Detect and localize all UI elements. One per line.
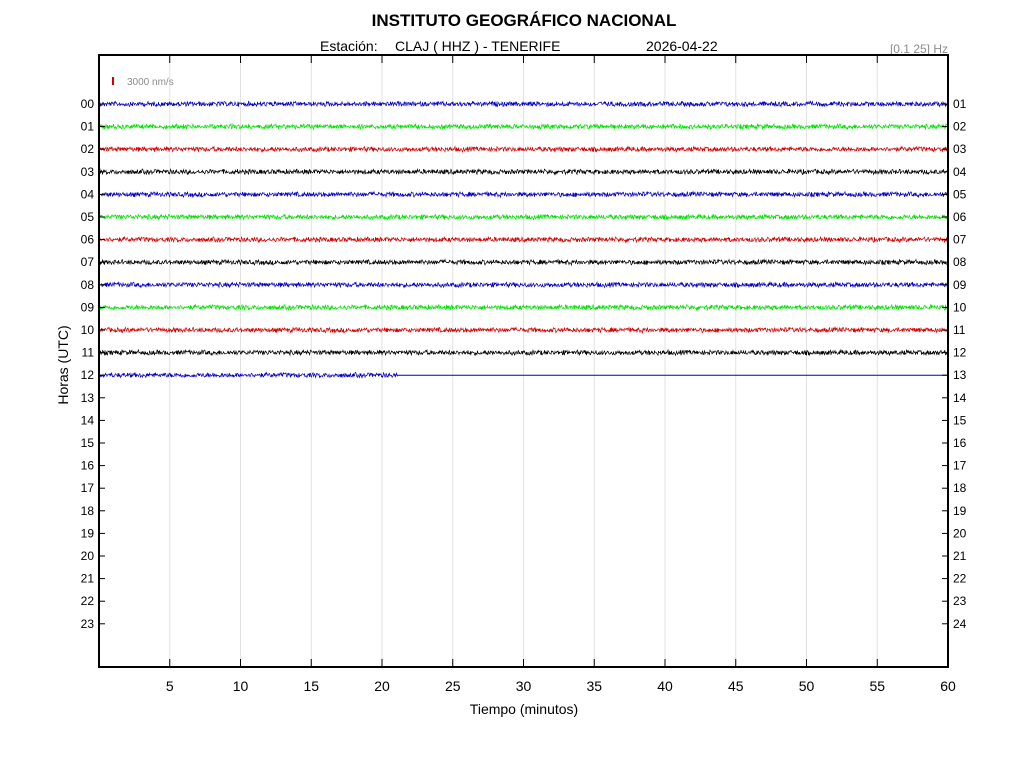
- seismic-trace-01: [98, 122, 949, 131]
- y-tick-label-left: 22: [81, 594, 95, 608]
- seismic-trace-09: [98, 303, 949, 312]
- y-tick-label-left: 09: [81, 300, 95, 314]
- y-tick-label-right: 05: [953, 187, 967, 201]
- y-tick-label-right: 12: [953, 346, 967, 360]
- y-tick-label-left: 17: [81, 481, 95, 495]
- x-tick-label: 5: [166, 678, 174, 694]
- x-tick-label: 60: [940, 678, 956, 694]
- seismic-trace-08: [98, 280, 949, 289]
- y-tick-label-right: 08: [953, 255, 967, 269]
- y-tick-label-right: 17: [953, 459, 967, 473]
- x-tick-label: 20: [374, 678, 390, 694]
- y-tick-label-right: 23: [953, 594, 967, 608]
- seismic-trace-02: [98, 145, 949, 153]
- y-tick-label-left: 21: [81, 572, 95, 586]
- axis-ticks: 5 10 15 20 25 30 35 40 45 50 55 60 00 01 02 03 04 05 06 07 0…: [81, 55, 967, 694]
- y-tick-label-left: 16: [81, 459, 95, 473]
- seismic-trace-12: [98, 371, 398, 379]
- y-tick-label-left: 03: [81, 165, 95, 179]
- y-tick-label-left: 01: [81, 120, 95, 134]
- y-tick-label-left: 19: [81, 526, 95, 540]
- seismic-trace-10: [98, 325, 949, 335]
- scale-label: 3000 nm/s: [127, 77, 174, 88]
- y-tick-label-right: 03: [953, 142, 967, 156]
- date-label: 2026-04-22: [646, 38, 718, 54]
- y-tick-label-left: 13: [81, 391, 95, 405]
- y-tick-label-left: 04: [81, 187, 95, 201]
- seismic-trace-00: [98, 100, 949, 108]
- x-tick-label: 40: [657, 678, 673, 694]
- y-tick-label-left: 11: [82, 346, 95, 360]
- station-label: CLAJ ( HHZ ) - TENERIFE: [395, 38, 560, 54]
- x-tick-label: 55: [869, 678, 885, 694]
- y-tick-label-left: 00: [81, 97, 95, 111]
- y-tick-label-right: 13: [953, 368, 967, 382]
- trace-layer: [98, 100, 949, 379]
- y-tick-label-left: 10: [81, 323, 95, 337]
- x-tick-label: 15: [303, 678, 319, 694]
- y-tick-label-right: 20: [953, 526, 967, 540]
- seismic-trace-04: [98, 190, 949, 199]
- x-tick-label: 30: [516, 678, 532, 694]
- seismic-trace-11: [98, 348, 949, 357]
- y-tick-label-right: 01: [953, 97, 967, 111]
- y-tick-label-right: 21: [953, 549, 967, 563]
- seismic-trace-06: [98, 235, 949, 244]
- x-tick-label: 25: [445, 678, 461, 694]
- y-axis-label: Horas (UTC): [55, 325, 71, 404]
- scale-bar: [112, 77, 114, 85]
- y-tick-label-left: 23: [81, 617, 95, 631]
- y-tick-label-right: 10: [953, 300, 967, 314]
- y-tick-label-left: 18: [81, 504, 95, 518]
- y-tick-label-right: 06: [953, 210, 967, 224]
- y-tick-label-right: 04: [953, 165, 967, 179]
- y-tick-label-right: 19: [953, 504, 967, 518]
- y-tick-label-right: 09: [953, 278, 967, 292]
- filter-band-label: [0.1 25] Hz: [890, 42, 948, 56]
- seismic-trace-07: [98, 258, 949, 267]
- y-tick-label-left: 12: [81, 368, 95, 382]
- y-tick-label-right: 15: [953, 413, 967, 427]
- y-tick-label-right: 14: [953, 391, 967, 405]
- x-tick-label: 50: [799, 678, 815, 694]
- y-tick-label-right: 07: [953, 233, 967, 247]
- y-tick-label-left: 08: [81, 278, 95, 292]
- station-prefix: Estación:: [320, 38, 378, 54]
- y-tick-label-left: 14: [81, 413, 95, 427]
- y-tick-label-right: 16: [953, 436, 967, 450]
- y-tick-label-left: 02: [81, 142, 95, 156]
- seismic-trace-03: [98, 168, 949, 176]
- x-tick-label: 10: [233, 678, 249, 694]
- x-axis-label: Tiempo (minutos): [470, 701, 578, 717]
- y-tick-label-left: 20: [81, 549, 95, 563]
- y-tick-label-right: 11: [953, 323, 966, 337]
- y-tick-label-right: 22: [953, 572, 967, 586]
- grid-lines: [169, 55, 878, 667]
- y-tick-label-left: 15: [81, 436, 95, 450]
- chart-title: INSTITUTO GEOGRÁFICO NACIONAL: [372, 11, 677, 30]
- y-tick-label-left: 07: [81, 255, 95, 269]
- seismic-trace-05: [98, 212, 949, 221]
- x-tick-label: 35: [586, 678, 602, 694]
- x-tick-label: 45: [728, 678, 744, 694]
- y-tick-label-right: 02: [953, 120, 967, 134]
- y-tick-label-left: 06: [81, 233, 95, 247]
- y-tick-label-right: 24: [953, 617, 967, 631]
- y-tick-label-left: 05: [81, 210, 95, 224]
- y-tick-label-right: 18: [953, 481, 967, 495]
